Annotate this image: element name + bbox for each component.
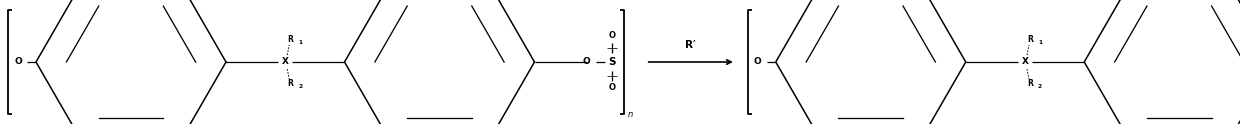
Text: O: O <box>609 31 615 41</box>
Text: 2: 2 <box>1038 84 1042 90</box>
Text: R: R <box>1027 35 1033 45</box>
Text: R: R <box>288 79 293 89</box>
Text: O: O <box>609 83 615 93</box>
Text: X: X <box>1022 58 1028 66</box>
Text: R′: R′ <box>686 40 696 50</box>
Text: X: X <box>281 58 289 66</box>
Text: n: n <box>627 110 632 119</box>
Text: 2: 2 <box>298 84 303 90</box>
Text: 1: 1 <box>298 41 303 46</box>
Text: 1: 1 <box>1038 41 1042 46</box>
Text: R: R <box>1027 79 1033 89</box>
Text: R: R <box>288 35 293 45</box>
Text: O: O <box>583 58 590 66</box>
Text: O: O <box>14 58 22 66</box>
Text: S: S <box>608 57 615 67</box>
Text: O: O <box>754 58 761 66</box>
